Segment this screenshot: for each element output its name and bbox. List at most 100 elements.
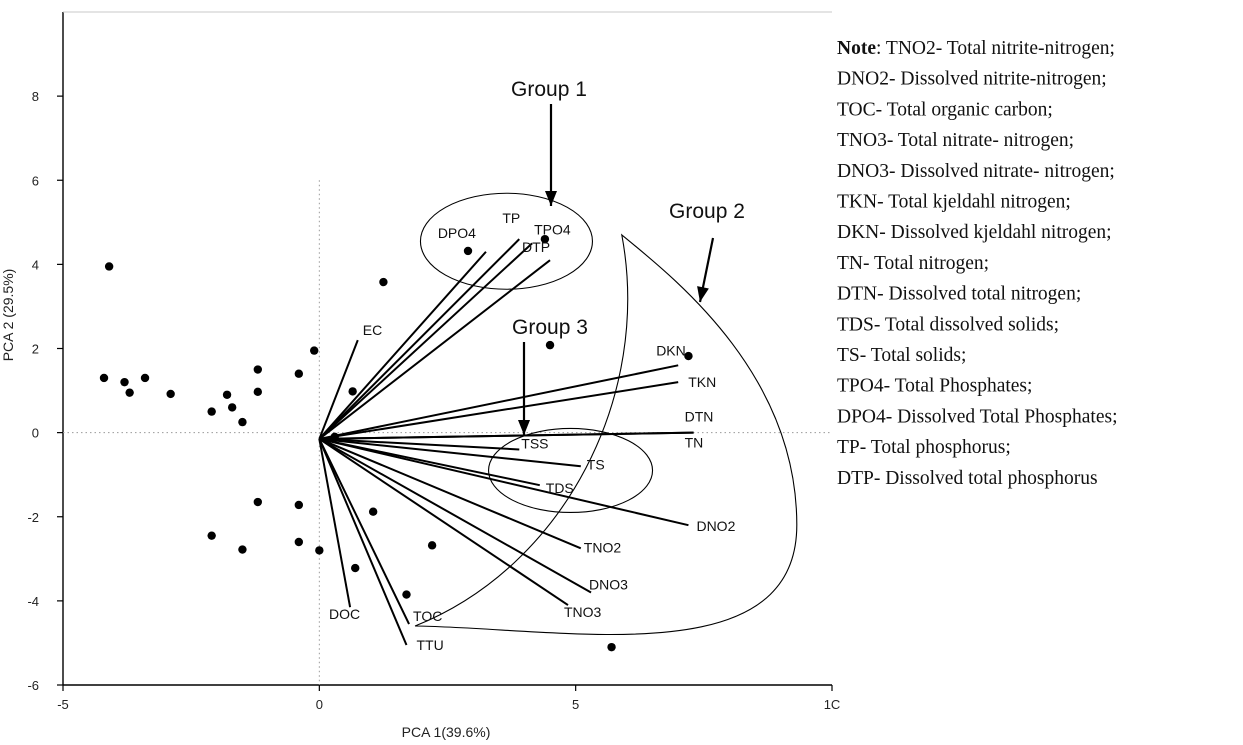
- group-1-label: Group 1: [511, 78, 587, 101]
- score-point: [545, 340, 555, 350]
- note-line: TKN- Total kjeldahl nitrogen;: [837, 192, 1071, 213]
- x-tick-label: -5: [57, 697, 69, 712]
- note-line: TOC- Total organic carbon;: [837, 99, 1053, 120]
- score-point: [540, 234, 550, 244]
- note-line: TN- Total nitrogen;: [837, 253, 989, 274]
- score-point: [402, 590, 411, 599]
- note-line: DPO4- Dissolved Total Phosphates;: [837, 406, 1117, 427]
- y-tick-label: 0: [32, 426, 39, 441]
- loading-vector-tno3: [318, 438, 569, 606]
- loading-vector-ec: [318, 339, 359, 440]
- note-line: TP- Total phosphorus;: [837, 437, 1011, 458]
- vector-label-ec: EC: [363, 322, 382, 338]
- score-point: [253, 497, 263, 507]
- note-line: DTN- Dissolved total nitrogen;: [837, 284, 1081, 305]
- score-point: [684, 351, 693, 361]
- vector-label-dtn: DTN: [685, 409, 714, 425]
- vector-label-ttu: TTU: [416, 637, 443, 653]
- loading-vector-dkn: [319, 364, 679, 440]
- vector-label-tn: TN: [685, 435, 704, 451]
- score-point: [238, 545, 247, 554]
- group-2-ellipse: [419, 192, 594, 290]
- y-tick-label: 6: [32, 173, 39, 188]
- score-point: [125, 388, 134, 397]
- note-line: TDS- Total dissolved solids;: [837, 314, 1059, 335]
- x-tick-label: 0: [316, 697, 323, 712]
- score-point: [207, 407, 216, 416]
- loading-vectors: [318, 238, 694, 646]
- vector-label-tpo4: TPO4: [534, 221, 571, 237]
- y-tick-label: 4: [32, 257, 39, 272]
- score-point: [253, 387, 263, 397]
- note-line: DNO2- Dissolved nitrite-nitrogen;: [837, 69, 1107, 90]
- score-point: [166, 389, 175, 399]
- score-point: [104, 262, 114, 271]
- y-tick-label: 8: [32, 89, 39, 104]
- note-line: DKN- Dissolved kjeldahl nitrogen;: [837, 222, 1112, 243]
- score-point: [294, 537, 304, 547]
- x-axis-title: PCA 1(39.6%): [402, 724, 491, 740]
- abbreviation-note: Note: TNO2- Total nitrite-nitrogen; DNO2-…: [837, 38, 1117, 489]
- vector-label-dkn: DKN: [656, 342, 686, 358]
- group-3-ellipse: [487, 427, 654, 514]
- score-point: [463, 246, 473, 256]
- vector-label-tno2: TNO2: [584, 539, 622, 555]
- vector-label-doc: DOC: [329, 606, 360, 622]
- y-tick-label: -4: [27, 594, 39, 609]
- score-point: [294, 369, 304, 378]
- vector-label-dtp: DTP: [522, 239, 550, 255]
- loading-vector-tkn: [319, 381, 679, 440]
- loading-vector-tn: [319, 431, 694, 440]
- score-point: [253, 365, 263, 374]
- loading-vector-ttu: [318, 438, 408, 646]
- group-outlines: [414, 192, 798, 636]
- loading-vector-dpo4: [318, 251, 487, 440]
- group-1-arrow-head: [545, 191, 557, 206]
- group-2-label: Group 2: [669, 200, 745, 223]
- vector-label-toc: TOC: [413, 608, 442, 624]
- loading-vector-doc: [318, 438, 352, 608]
- vector-label-tno3: TNO3: [564, 604, 602, 620]
- y-tick-label: 2: [32, 342, 39, 357]
- score-point: [379, 277, 388, 287]
- score-point: [310, 346, 319, 355]
- loading-vector-dtp: [318, 259, 551, 440]
- score-point: [607, 642, 616, 652]
- vector-label-tds: TDS: [546, 480, 574, 496]
- score-point: [227, 403, 237, 412]
- score-point: [351, 563, 360, 573]
- x-tick-label: 5: [572, 697, 579, 712]
- reference-lines: [63, 180, 832, 685]
- plot-frame: [62, 11, 832, 686]
- score-point: [294, 500, 304, 510]
- score-point: [207, 531, 216, 540]
- score-point: [427, 541, 437, 550]
- group-annotations: Group 1 Group 2 Group 3: [511, 78, 745, 435]
- note-heading: Note: [837, 38, 876, 59]
- group-3-label: Group 3: [512, 316, 588, 339]
- score-point: [222, 390, 232, 399]
- y-tick-label: -2: [27, 510, 39, 525]
- score-point: [330, 432, 339, 442]
- y-tick-label: -6: [27, 678, 39, 693]
- vector-label-tkn: TKN: [688, 374, 716, 390]
- group-3-arrow-head: [518, 420, 530, 435]
- loading-vector-tpo4: [318, 242, 533, 440]
- group-1-outline: [414, 233, 798, 636]
- vector-label-tp: TP: [502, 210, 520, 226]
- loading-vector-dno2: [319, 437, 689, 527]
- score-point: [99, 373, 109, 383]
- score-point: [315, 546, 324, 555]
- group-2-arrow-head: [697, 286, 709, 302]
- y-axis-title: PCA 2 (29.5%): [0, 269, 16, 362]
- loading-vector-tno2: [318, 438, 582, 550]
- note-line: Note: TNO2- Total nitrite-nitrogen;: [837, 38, 1115, 59]
- score-point: [120, 377, 129, 387]
- x-tick-label: 1C: [824, 697, 841, 712]
- loading-vector-tss: [319, 437, 520, 451]
- score-point: [348, 387, 357, 396]
- vector-label-dno3: DNO3: [589, 576, 628, 592]
- vector-label-ts: TS: [587, 456, 605, 472]
